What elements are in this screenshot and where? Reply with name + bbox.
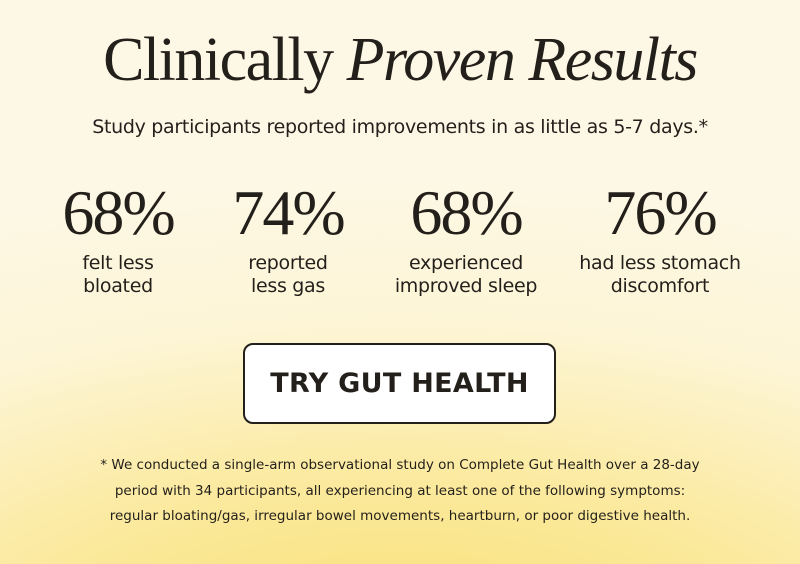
stat: 74% reported less gas [188,176,388,298]
stat-label: reported less gas [188,252,388,298]
stat-label-line: reported [248,252,328,274]
stat-value: 76% [604,177,717,248]
subtitle: Study participants reported improvements… [92,116,708,138]
stat-label: had less stomach discomfort [560,252,760,298]
stat-label: felt less bloated [18,252,218,298]
stat-value: 74% [232,177,345,248]
stat-label-line: improved sleep [394,275,538,297]
stat-value: 68% [62,177,175,248]
heading: Clinically Proven Results [0,20,800,100]
stat-label-line: less gas [250,275,325,297]
heading-plain: Clinically [103,26,334,94]
stat-label-line: experienced [408,252,524,274]
stat-label: experienced improved sleep [366,252,566,298]
footnote: * We conducted a single-arm observationa… [100,457,700,524]
stat-label-line: felt less [82,252,154,274]
stat: 68% felt less bloated [18,176,218,298]
cta-button[interactable]: TRY GUT HEALTH [243,343,556,424]
stat-label-line: had less stomach [579,252,741,274]
stat-label-line: bloated [83,275,153,297]
stat-value: 68% [410,177,523,248]
stat: 76% had less stomach discomfort [560,176,760,298]
stat: 68% experienced improved sleep [366,176,566,298]
stat-label-line: discomfort [610,275,710,297]
heading-italic: Proven Results [346,26,699,94]
